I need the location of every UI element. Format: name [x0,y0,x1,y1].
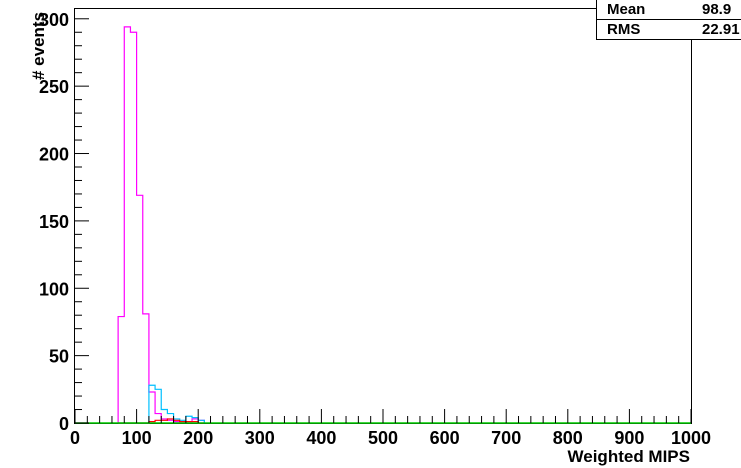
x-tick-label: 600 [430,428,460,448]
histogram-outline [117,26,205,423]
x-tick-label: 800 [553,428,583,448]
stats-mean-value: 98.9 [702,1,732,18]
x-tick-label: 400 [306,428,336,448]
y-tick-label: 250 [39,77,69,97]
stats-rms-value: 22.91 [702,21,740,38]
axis-layer: 0 50 100 150 200 250 300 0 100 200 300 400 500 600 700… [39,10,711,448]
stats-box: Mean 98.9 RMS 22.91 [596,0,741,40]
y-tick-label: 0 [59,414,69,434]
y-tick-label: 150 [39,212,69,232]
y-tick-label: 50 [49,347,69,367]
stats-rms-row: RMS 22.91 [597,21,741,39]
x-tick-label: 100 [122,428,152,448]
y-tick-label: 200 [39,145,69,165]
x-tick-label: 500 [368,428,398,448]
stats-rms-label: RMS [607,21,641,38]
y-tick-label: 100 [39,279,69,299]
plot-frame [74,8,692,424]
stats-mean-row: Mean 98.9 [597,1,741,19]
x-tick-label: 300 [245,428,275,448]
series-layer [75,26,691,424]
x-axis-title: Weighted MIPS [568,447,690,466]
y-tick-label: 300 [39,10,69,30]
y-axis-title: # events [29,12,48,80]
stats-separator [597,19,741,20]
histogram-series [117,26,205,423]
x-tick-label: 700 [491,428,521,448]
x-tick-label: 0 [70,428,80,448]
stats-mean-label: Mean [607,1,646,18]
x-tick-label: 1000 [671,428,711,448]
x-tick-label: 200 [183,428,213,448]
x-tick-label: 900 [614,428,644,448]
